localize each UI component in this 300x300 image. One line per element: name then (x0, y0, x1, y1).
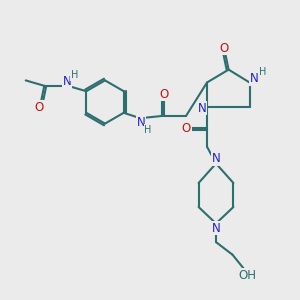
Text: N: N (250, 72, 259, 86)
Text: O: O (35, 101, 44, 114)
Text: N: N (212, 152, 220, 166)
Text: H: H (259, 67, 266, 77)
Text: H: H (144, 124, 152, 135)
Text: N: N (137, 116, 146, 129)
Text: N: N (212, 222, 220, 235)
Text: H: H (70, 70, 78, 80)
Text: O: O (182, 122, 191, 135)
Text: N: N (63, 75, 71, 88)
Text: N: N (198, 101, 207, 115)
Text: O: O (219, 41, 228, 55)
Text: O: O (159, 88, 168, 101)
Text: OH: OH (238, 268, 256, 282)
